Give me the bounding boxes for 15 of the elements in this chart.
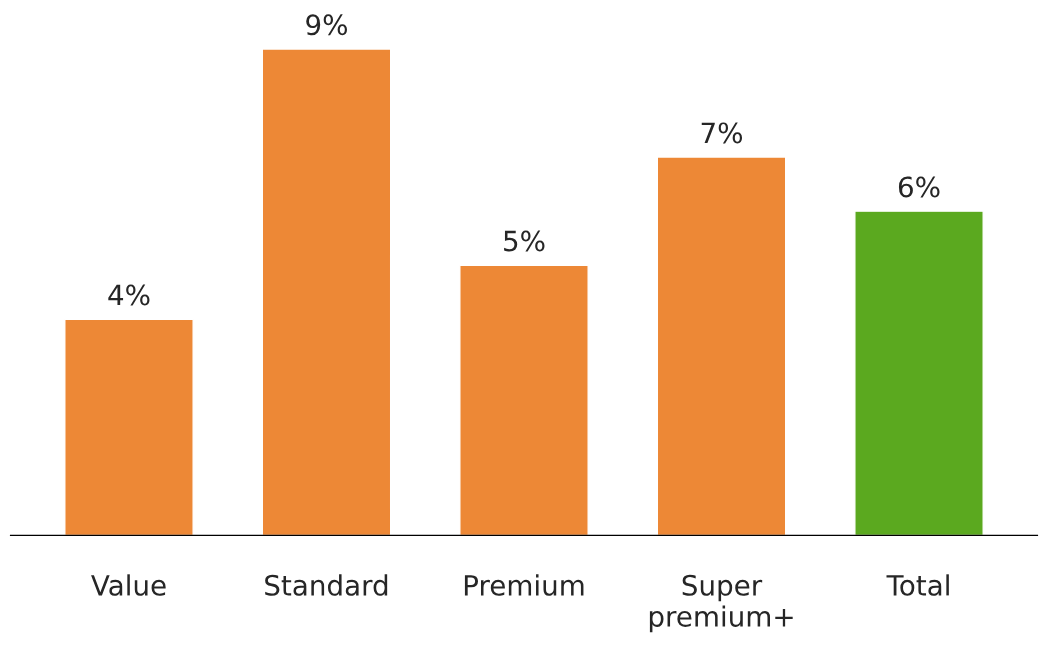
x-tick-label: Premium	[464, 574, 584, 596]
bar	[854, 210, 984, 536]
data-label: 9%	[306, 14, 347, 36]
x-tick-label: Total	[886, 574, 949, 596]
x-tick-label: Value	[91, 574, 166, 596]
data-label: 7%	[701, 122, 743, 144]
bar	[261, 48, 392, 536]
x-tick-label: Super premium+	[649, 574, 793, 633]
data-label: 5%	[504, 230, 545, 252]
bar	[64, 318, 194, 536]
bar	[459, 264, 589, 536]
data-label: 4%	[108, 284, 150, 306]
x-tick-label: Standard	[265, 574, 388, 596]
data-label: 6%	[898, 176, 940, 198]
bar	[656, 156, 787, 536]
